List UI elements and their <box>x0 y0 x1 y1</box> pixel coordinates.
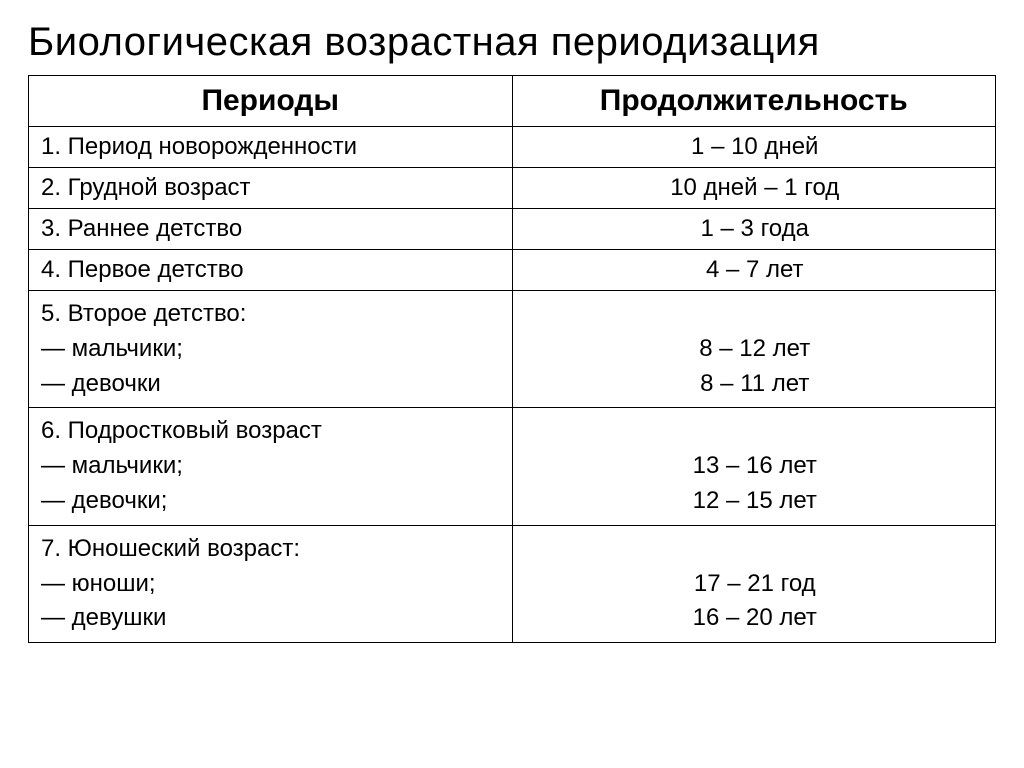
cell-duration: 1 – 10 дней <box>512 127 996 168</box>
header-periods: Периоды <box>29 76 513 127</box>
cell-period: 6. Подростковый возраст — мальчики; — де… <box>29 408 513 525</box>
cell-duration: 10 дней – 1 год <box>512 168 996 209</box>
table-row: 2. Грудной возраст 10 дней – 1 год <box>29 168 996 209</box>
row-subduration: 16 – 20 лет <box>525 601 986 636</box>
row-subperiod: — юноши; <box>41 567 502 602</box>
cell-period: 3. Раннее детство <box>29 209 513 250</box>
row-subduration: 17 – 21 год <box>525 567 986 602</box>
table-row: 7. Юношеский возраст: — юноши; — девушки… <box>29 525 996 642</box>
row-subperiod: — девушки <box>41 601 502 636</box>
page-title: Биологическая возрастная периодизация <box>28 20 996 65</box>
cell-duration: - 17 – 21 год 16 – 20 лет <box>512 525 996 642</box>
row-subperiod: — мальчики; <box>41 332 502 367</box>
row-subperiod: — мальчики; <box>41 449 502 484</box>
cell-period: 5. Второе детство: — мальчики; — девочки <box>29 291 513 408</box>
cell-period: 1. Период новорожденности <box>29 127 513 168</box>
row-heading: 7. Юношеский возраст: <box>41 532 502 567</box>
cell-period: 4. Первое детство <box>29 250 513 291</box>
cell-period: 2. Грудной возраст <box>29 168 513 209</box>
row-heading: 6. Подростковый возраст <box>41 414 502 449</box>
row-subperiod: — девочки <box>41 367 502 402</box>
table-header-row: Периоды Продолжительность <box>29 76 996 127</box>
row-subduration: 13 – 16 лет <box>525 449 986 484</box>
row-subduration: 12 – 15 лет <box>525 484 986 519</box>
cell-duration: 4 – 7 лет <box>512 250 996 291</box>
row-subduration: 8 – 11 лет <box>525 367 986 402</box>
table-row: 3. Раннее детство 1 – 3 года <box>29 209 996 250</box>
header-duration: Продолжительность <box>512 76 996 127</box>
cell-period: 7. Юношеский возраст: — юноши; — девушки <box>29 525 513 642</box>
row-subperiod: — девочки; <box>41 484 502 519</box>
table-row: 5. Второе детство: — мальчики; — девочки… <box>29 291 996 408</box>
table-row: 1. Период новорожденности 1 – 10 дней <box>29 127 996 168</box>
cell-duration: - 13 – 16 лет 12 – 15 лет <box>512 408 996 525</box>
cell-duration: - 8 – 12 лет 8 – 11 лет <box>512 291 996 408</box>
table-row: 4. Первое детство 4 – 7 лет <box>29 250 996 291</box>
row-heading: 5. Второе детство: <box>41 297 502 332</box>
periodization-table: Периоды Продолжительность 1. Период ново… <box>28 75 996 643</box>
row-subduration: 8 – 12 лет <box>525 332 986 367</box>
table-row: 6. Подростковый возраст — мальчики; — де… <box>29 408 996 525</box>
cell-duration: 1 – 3 года <box>512 209 996 250</box>
